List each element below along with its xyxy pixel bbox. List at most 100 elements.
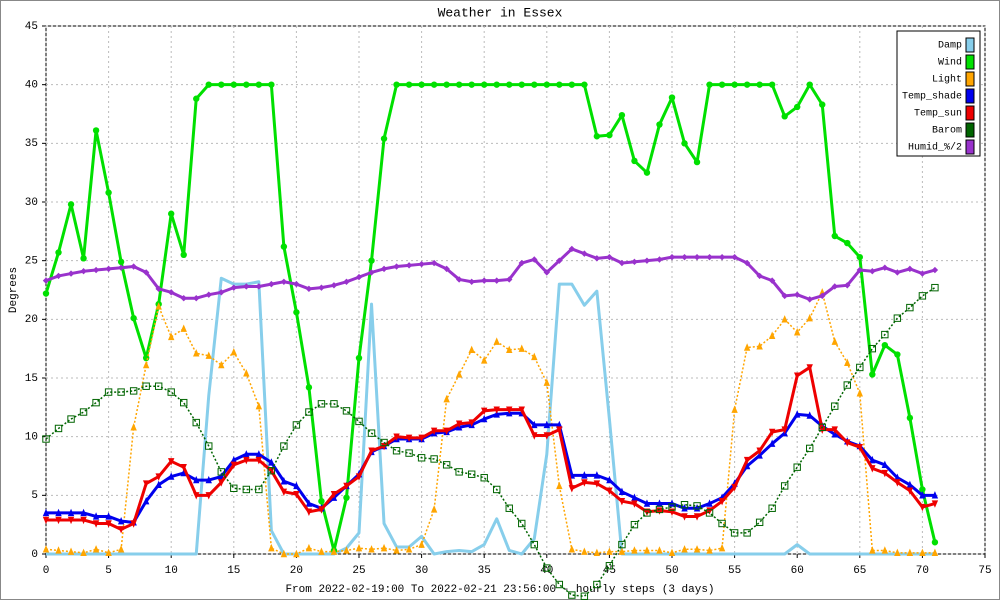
point bbox=[193, 475, 200, 484]
legend-swatch bbox=[965, 37, 975, 53]
point bbox=[42, 290, 50, 297]
point bbox=[668, 94, 676, 101]
point bbox=[656, 121, 663, 128]
point bbox=[218, 81, 225, 88]
point bbox=[255, 485, 263, 494]
point bbox=[743, 456, 751, 465]
point bbox=[42, 508, 50, 517]
point bbox=[318, 547, 325, 555]
point bbox=[894, 548, 901, 557]
point bbox=[55, 546, 62, 554]
point bbox=[130, 520, 137, 528]
point bbox=[869, 371, 876, 378]
point bbox=[844, 282, 851, 289]
point bbox=[718, 519, 726, 528]
point bbox=[330, 400, 338, 408]
point bbox=[380, 442, 388, 451]
point bbox=[656, 546, 663, 554]
point bbox=[631, 157, 638, 165]
series-line bbox=[46, 365, 936, 531]
point bbox=[255, 283, 263, 290]
point bbox=[831, 337, 838, 345]
point bbox=[593, 548, 601, 557]
point bbox=[455, 276, 463, 283]
y-tick-label: 5 bbox=[31, 490, 38, 502]
point bbox=[243, 283, 250, 290]
point bbox=[869, 465, 876, 473]
point bbox=[80, 548, 87, 557]
point bbox=[468, 278, 475, 285]
point bbox=[467, 470, 476, 478]
point bbox=[405, 545, 413, 553]
point bbox=[531, 256, 538, 263]
point bbox=[818, 423, 826, 431]
point bbox=[581, 250, 588, 257]
point bbox=[67, 415, 75, 423]
point bbox=[443, 81, 450, 88]
point bbox=[317, 400, 326, 408]
point bbox=[67, 270, 75, 277]
point bbox=[205, 475, 212, 484]
point bbox=[280, 549, 288, 558]
point bbox=[618, 540, 626, 549]
point bbox=[180, 324, 187, 332]
point bbox=[668, 499, 676, 507]
point bbox=[593, 471, 601, 479]
point bbox=[931, 491, 939, 499]
point bbox=[455, 370, 463, 378]
point bbox=[856, 389, 863, 397]
point bbox=[343, 494, 350, 501]
point bbox=[268, 81, 275, 88]
point bbox=[705, 509, 714, 517]
point bbox=[117, 264, 125, 271]
point bbox=[92, 127, 100, 134]
point bbox=[79, 408, 88, 416]
point bbox=[105, 189, 112, 196]
point bbox=[117, 526, 125, 534]
point bbox=[718, 498, 726, 506]
point bbox=[430, 505, 438, 513]
point bbox=[493, 277, 500, 284]
point bbox=[380, 265, 388, 273]
point bbox=[168, 210, 175, 217]
legend-label: Light bbox=[932, 74, 962, 86]
point bbox=[142, 497, 150, 505]
point bbox=[430, 455, 438, 463]
point bbox=[906, 303, 914, 312]
x-tick-label: 65 bbox=[853, 565, 866, 577]
point bbox=[668, 548, 676, 557]
x-tick-label: 70 bbox=[916, 565, 929, 577]
point bbox=[368, 447, 375, 455]
point bbox=[218, 360, 225, 369]
point bbox=[67, 508, 75, 517]
point bbox=[180, 463, 187, 472]
point bbox=[518, 519, 526, 528]
point bbox=[806, 313, 813, 322]
point bbox=[593, 480, 601, 488]
point bbox=[919, 548, 926, 557]
point bbox=[481, 81, 488, 88]
point bbox=[280, 488, 288, 497]
point bbox=[794, 328, 801, 336]
point bbox=[481, 277, 488, 284]
x-tick-label: 20 bbox=[290, 565, 303, 577]
point bbox=[105, 512, 112, 520]
point bbox=[481, 407, 488, 416]
point bbox=[906, 548, 914, 557]
point bbox=[881, 341, 889, 349]
series-line bbox=[46, 276, 935, 556]
point bbox=[168, 458, 175, 466]
point bbox=[681, 513, 688, 521]
point bbox=[668, 503, 676, 511]
legend-swatch bbox=[965, 139, 975, 155]
point bbox=[505, 504, 513, 512]
point bbox=[931, 548, 939, 557]
point bbox=[643, 546, 651, 554]
point bbox=[293, 280, 300, 288]
point bbox=[393, 546, 400, 554]
point bbox=[869, 546, 876, 554]
y-tick-label: 45 bbox=[25, 21, 38, 33]
point bbox=[355, 354, 363, 362]
point bbox=[781, 426, 788, 434]
point bbox=[230, 484, 238, 492]
